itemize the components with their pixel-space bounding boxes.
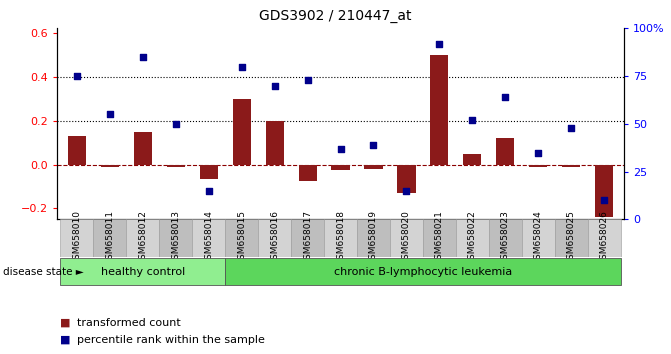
Bar [456,219,489,257]
Point [467,117,478,123]
Text: disease state ►: disease state ► [3,267,84,277]
Bar [101,165,119,167]
Point [368,142,379,148]
Bar [390,219,423,257]
Text: GSM658016: GSM658016 [270,210,279,265]
Text: ■: ■ [60,335,71,345]
Text: GSM658012: GSM658012 [138,210,147,265]
Bar [423,219,456,257]
Bar [331,165,350,170]
Bar [555,219,588,257]
Text: GSM658021: GSM658021 [435,210,444,265]
Bar [192,219,225,257]
Point [203,188,214,194]
Text: GSM658014: GSM658014 [204,210,213,265]
Bar [126,219,159,257]
Bar [134,132,152,165]
Point [335,146,346,152]
Point [269,83,280,88]
Bar [299,165,317,181]
Bar [225,258,621,285]
Text: GSM658018: GSM658018 [336,210,345,265]
Point [138,54,148,60]
Text: GSM658017: GSM658017 [303,210,312,265]
Point [105,112,115,117]
Bar [233,99,251,165]
Text: chronic B-lymphocytic leukemia: chronic B-lymphocytic leukemia [333,267,512,277]
Point [533,150,544,155]
Text: GSM658026: GSM658026 [600,210,609,265]
Bar [258,219,291,257]
Text: healthy control: healthy control [101,267,185,277]
Text: GSM658024: GSM658024 [534,210,543,265]
Bar [529,165,548,167]
Text: percentile rank within the sample: percentile rank within the sample [77,335,265,345]
Text: GDS3902 / 210447_at: GDS3902 / 210447_at [259,9,412,23]
Bar [562,165,580,167]
Point [500,94,511,100]
Bar [166,165,185,167]
Text: GSM658015: GSM658015 [237,210,246,265]
Bar [266,121,284,165]
Bar [497,138,515,165]
Point [302,77,313,83]
Point [236,64,247,69]
Bar [60,219,93,257]
Text: GSM658020: GSM658020 [402,210,411,265]
Text: GSM658019: GSM658019 [369,210,378,265]
Text: GSM658022: GSM658022 [468,210,477,265]
Bar [60,258,225,285]
Bar [225,219,258,257]
Point [566,125,576,131]
Bar [199,165,217,179]
Bar [68,136,86,165]
Point [71,73,82,79]
Text: GSM658025: GSM658025 [567,210,576,265]
Bar [489,219,522,257]
Text: GSM658011: GSM658011 [105,210,114,265]
Text: GSM658010: GSM658010 [72,210,81,265]
Point [401,188,412,194]
Text: ■: ■ [60,318,71,328]
Bar [522,219,555,257]
Bar [595,165,613,217]
Bar [397,165,415,193]
Point [599,198,610,203]
Point [170,121,181,127]
Bar [464,154,482,165]
Bar [588,219,621,257]
Bar [159,219,192,257]
Point [434,41,445,46]
Bar [364,165,382,169]
Bar [93,219,126,257]
Text: transformed count: transformed count [77,318,181,328]
Bar [357,219,390,257]
Text: GSM658023: GSM658023 [501,210,510,265]
Bar [324,219,357,257]
Text: GSM658013: GSM658013 [171,210,180,265]
Bar [430,55,448,165]
Bar [291,219,324,257]
